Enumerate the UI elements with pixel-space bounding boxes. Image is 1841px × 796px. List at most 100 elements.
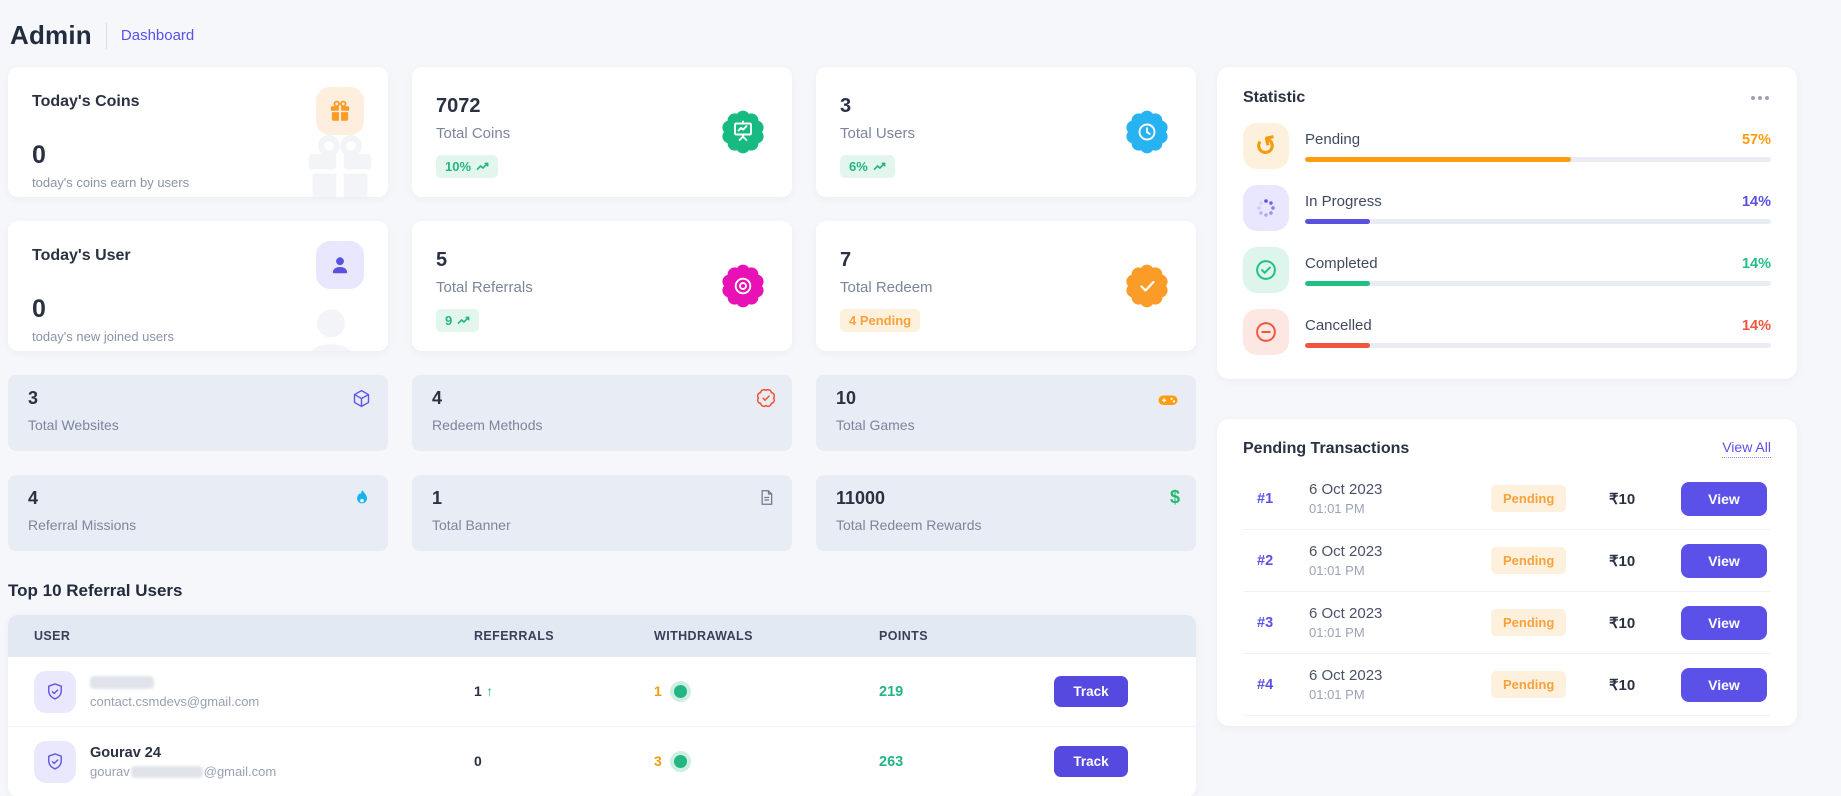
transaction-time: 01:01 PM [1309,625,1365,640]
withdrawals-value: 3 [654,752,662,769]
track-button[interactable]: Track [1054,676,1128,707]
progress-track [1305,156,1771,162]
progress-track [1305,280,1771,286]
gamepad-icon [1156,388,1180,417]
total-referrals-card: 5 Total Referrals 9 [412,221,792,351]
card-label: Total Users [840,125,916,142]
check-circle-icon [1243,247,1289,293]
user-email: contact.csmdevs@gmail.com [90,693,260,709]
status-badge: Pending [1491,485,1567,512]
view-button[interactable]: View [1681,605,1767,640]
card-label: Total Coins [436,125,511,142]
redeem-methods-card: 4 Redeem Methods [412,375,792,451]
transaction-row: #2 6 Oct 2023 01:01 PM Pending ₹10 View [1243,530,1771,592]
card-value: 0 [32,141,46,169]
trend-badge: 6% [840,155,895,178]
track-button[interactable]: Track [1054,746,1128,777]
page-header: Admin Dashboard [8,0,1841,67]
user-name: Gourav 24 [90,744,161,761]
table-row: contact.csmdevs@gmail.com 1 ↑ 1 219 Trac… [8,657,1196,727]
pending-badge: 4 Pending [840,309,921,332]
transaction-amount: ₹10 [1609,552,1636,570]
total-websites-card: 3 Total Websites [8,375,388,451]
referrals-value: 1 [474,682,482,699]
green-dot-icon [674,754,688,768]
transaction-id: #3 [1257,614,1274,631]
transaction-time: 01:01 PM [1309,501,1365,516]
transaction-date: 6 Oct 2023 [1309,543,1383,560]
card-subtitle: today's new joined users [32,329,174,344]
badge-value: 10% [445,159,472,174]
more-menu-icon[interactable] [1749,92,1771,104]
referral-missions-card: 4 Referral Missions [8,475,388,551]
mini-label: Redeem Methods [432,417,543,433]
total-banner-card: 1 Total Banner [412,475,792,551]
presentation-chart-icon [720,109,766,160]
statistic-percent: 14% [1741,255,1771,272]
statistic-percent: 14% [1741,317,1771,334]
todays-coins-card: Today's Coins 0 today's coins earn by us… [8,67,388,197]
transaction-amount: ₹10 [1609,614,1636,632]
cube-icon [351,388,372,414]
card-value: 5 [436,249,448,271]
clock-icon [1124,109,1170,160]
transaction-id: #1 [1257,490,1274,507]
badge-value: 4 Pending [849,313,912,328]
card-value: 0 [32,295,46,323]
transaction-row: #1 6 Oct 2023 01:01 PM Pending ₹10 View [1243,468,1771,530]
statistic-panel: Statistic ↺ Pending 57% [1217,67,1797,379]
view-button[interactable]: View [1681,667,1767,702]
withdrawals-value: 1 [654,682,662,699]
transaction-id: #4 [1257,676,1274,693]
trend-badge: 10% [436,155,499,178]
trending-up-icon [457,316,470,324]
transaction-id: #2 [1257,552,1274,569]
transaction-amount: ₹10 [1609,490,1636,508]
card-label: Total Referrals [436,279,533,296]
view-button[interactable]: View [1681,543,1767,578]
card-value: 7 [840,249,852,271]
column-header-withdrawals: WITHDRAWALS [654,629,753,643]
trending-up-icon [873,162,886,170]
user-email-partially-redacted: gourav @gmail.com [90,763,277,779]
progress-track [1305,218,1771,224]
view-all-link[interactable]: View All [1722,439,1771,458]
card-value: 3 [840,95,852,117]
transaction-row: #4 6 Oct 2023 01:01 PM Pending ₹10 View [1243,654,1771,716]
progress-track [1305,342,1771,348]
referrals-value: 0 [474,752,482,769]
view-button[interactable]: View [1681,481,1767,516]
card-title: Today's Coins [32,93,140,110]
card-label: Total Redeem [840,279,933,296]
badge-check-icon [756,388,776,413]
status-badge: Pending [1491,547,1567,574]
mini-value: 4 [432,388,443,408]
card-value: 7072 [436,95,481,117]
status-badge: Pending [1491,609,1567,636]
mini-value: 11000 [836,488,886,508]
document-icon [757,488,776,512]
statistic-percent: 57% [1741,131,1771,148]
transaction-time: 01:01 PM [1309,687,1365,702]
mini-label: Referral Missions [28,517,137,533]
referral-users-heading: Top 10 Referral Users [8,581,183,600]
statistic-label: Pending [1305,130,1361,148]
shield-avatar-icon [34,740,76,783]
statistic-title: Statistic [1243,89,1306,106]
table-row: Gourav 24 gourav @gmail.com 0 3 263 Track [8,727,1196,796]
badge-value: 9 [445,313,453,328]
pending-transactions-panel: Pending Transactions View All #1 6 Oct 2… [1217,419,1797,726]
mini-label: Total Banner [432,517,511,533]
user-icon [316,241,364,289]
points-value: 263 [879,753,904,770]
page-title: Admin [10,20,92,50]
check-badge-icon [1124,263,1170,314]
mini-label: Total Games [836,417,915,433]
referral-users-table: USER REFERRALS WITHDRAWALS POINTS [8,615,1196,796]
total-users-card: 3 Total Users 6% [816,67,1196,197]
up-arrow-icon: ↑ [486,682,494,699]
breadcrumb[interactable]: Dashboard [120,27,195,44]
statistic-row-completed: Completed 14% [1243,247,1771,293]
mini-label: Total Websites [28,417,119,433]
